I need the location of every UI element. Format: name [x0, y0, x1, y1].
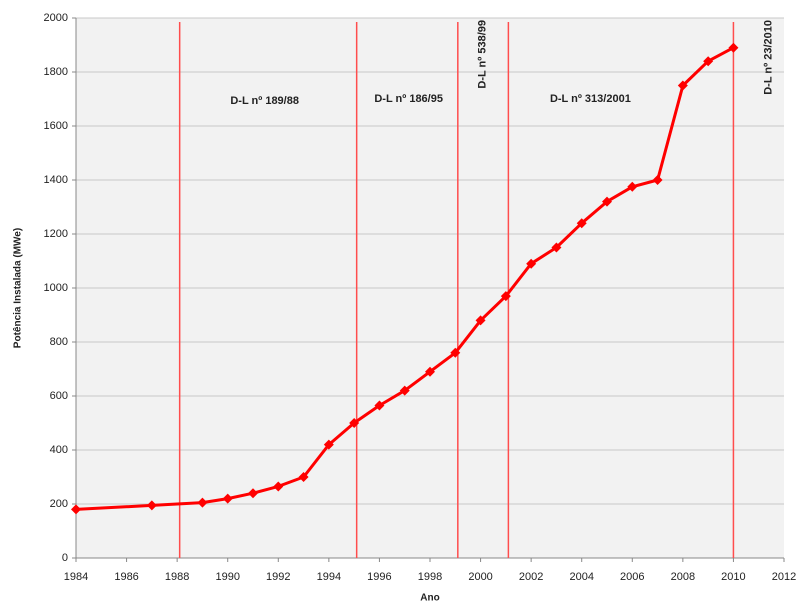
x-tick-label: 2008 — [671, 571, 695, 583]
y-tick-label: 1000 — [44, 282, 68, 294]
data-point — [71, 504, 81, 515]
x-tick-label: 1994 — [317, 571, 341, 583]
x-tick-label: 1984 — [64, 571, 88, 583]
data-point — [273, 481, 284, 492]
data-point — [399, 385, 410, 396]
x-tick-label: 2010 — [721, 571, 745, 583]
data-point — [602, 196, 612, 207]
regulation-label: D-L nº 189/88 — [230, 95, 299, 107]
y-tick-label: 0 — [62, 552, 68, 564]
y-axis-label: Potência Instalada (MWe) — [13, 228, 24, 348]
data-point — [703, 56, 714, 67]
data-point — [728, 42, 739, 53]
x-tick-label: 2004 — [569, 571, 593, 583]
x-tick-label: 1990 — [215, 571, 239, 583]
data-point — [677, 80, 688, 91]
regulation-label: D-L nº 538/99 — [477, 20, 489, 89]
data-point — [526, 258, 537, 269]
y-tick-label: 800 — [50, 336, 68, 348]
y-tick-label: 1600 — [44, 120, 68, 132]
data-point — [450, 347, 461, 358]
data-point — [425, 366, 435, 377]
y-tick-label: 1200 — [44, 228, 68, 240]
data-point — [374, 400, 385, 411]
x-tick-label: 2002 — [519, 571, 543, 583]
data-point — [323, 439, 334, 450]
y-tick-label: 600 — [50, 390, 68, 402]
data-point — [298, 472, 309, 482]
regulation-label: D-L nº 313/2001 — [550, 93, 631, 105]
data-point — [248, 488, 258, 499]
y-tick-label: 1800 — [44, 66, 68, 78]
x-tick-label: 1992 — [266, 571, 290, 583]
y-tick-label: 1400 — [44, 174, 68, 186]
data-point — [627, 181, 638, 192]
x-tick-label: 2000 — [468, 571, 492, 583]
data-point — [551, 242, 562, 253]
x-tick-label: 1986 — [114, 571, 138, 583]
x-tick-label: 1998 — [418, 571, 442, 583]
y-tick-label: 400 — [50, 444, 68, 456]
data-point — [475, 315, 486, 326]
regulation-label: D-L nº 186/95 — [374, 93, 443, 105]
x-axis-label: Ano — [420, 593, 439, 604]
data-point — [500, 291, 511, 302]
x-tick-label: 2006 — [620, 571, 644, 583]
data-line — [75, 46, 735, 511]
data-point — [652, 175, 663, 185]
data-point — [576, 218, 587, 229]
x-tick-label: 1988 — [165, 571, 189, 583]
x-tick-label: 2012 — [772, 571, 796, 583]
data-point — [349, 418, 360, 428]
data-point — [197, 497, 208, 508]
y-tick-label: 200 — [50, 498, 68, 510]
regulation-label: D-L nº 23/2010 — [762, 20, 774, 95]
data-point — [146, 500, 157, 511]
x-tick-label: 1996 — [367, 571, 391, 583]
y-tick-label: 2000 — [44, 12, 68, 24]
data-point — [222, 493, 233, 504]
